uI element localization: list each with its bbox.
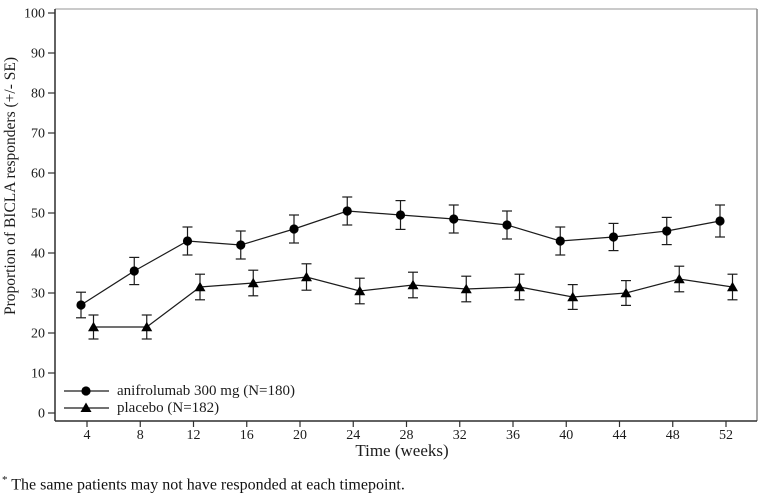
footnote-asterisk: * (2, 474, 8, 486)
data-point-circle (662, 226, 672, 236)
data-point-circle (76, 300, 86, 310)
data-point-triangle (88, 321, 99, 332)
data-point-triangle (514, 281, 525, 292)
legend-marker-circle-icon (64, 386, 109, 396)
x-tick-label: 8 (137, 428, 144, 443)
x-tick-label: 36 (506, 428, 520, 443)
x-tick-label: 20 (293, 428, 307, 443)
legend-item-anifrolumab: anifrolumab 300 mg (N=180) (63, 383, 295, 399)
y-tick-label: 30 (31, 287, 45, 302)
data-point-triangle (407, 279, 419, 290)
x-tick-label: 16 (240, 428, 254, 443)
x-tick-label: 52 (719, 428, 733, 443)
legend-item-placebo: placebo (N=182) (63, 400, 219, 416)
x-tick-label: 44 (613, 428, 627, 443)
data-point-circle (182, 236, 193, 246)
y-tick-label: 0 (38, 407, 45, 422)
y-tick-label: 60 (31, 167, 45, 182)
y-tick-label: 100 (24, 7, 45, 22)
x-tick-label: 40 (559, 428, 573, 443)
data-point-circle (395, 210, 406, 220)
data-point-triangle (247, 277, 259, 288)
legend-marker-triangle-icon (64, 402, 109, 412)
data-point-circle (236, 240, 246, 250)
data-point-triangle (354, 285, 366, 296)
x-tick-label: 48 (666, 428, 680, 443)
data-point-triangle (567, 291, 579, 302)
data-point-triangle (194, 281, 206, 292)
legend-label-anifrolumab: anifrolumab 300 mg (N=180) (117, 383, 296, 399)
x-tick-label: 28 (400, 428, 414, 443)
x-tick-label: 4 (84, 428, 91, 443)
data-point-circle (289, 224, 299, 234)
data-point-circle (449, 214, 459, 224)
y-axis-title: Proportion of BICLA responders (+/- SE) (2, 57, 19, 316)
data-point-circle (342, 206, 352, 216)
footnote: * The same patients may not have respond… (2, 474, 405, 494)
data-point-triangle (460, 283, 472, 294)
y-tick-label: 80 (31, 87, 45, 102)
data-point-triangle (727, 281, 738, 292)
x-tick-label: 12 (187, 428, 201, 443)
data-point-circle (715, 216, 725, 226)
footnote-text: The same patients may not have responded… (11, 476, 405, 494)
y-tick-label: 10 (31, 367, 45, 382)
x-tick-label: 32 (453, 428, 467, 443)
data-point-triangle (673, 273, 685, 284)
y-tick-label: 40 (31, 247, 45, 262)
data-point-circle (129, 266, 139, 276)
data-point-triangle (620, 287, 632, 298)
data-point-triangle (141, 321, 153, 332)
x-tick-label: 24 (346, 428, 360, 443)
y-tick-label: 70 (31, 127, 45, 142)
y-tick-label: 90 (31, 47, 45, 62)
legend-label-placebo: placebo (N=182) (117, 400, 220, 416)
x-axis-title: Time (weeks) (355, 441, 449, 460)
data-point-circle (608, 232, 619, 242)
y-tick-label: 20 (31, 327, 45, 342)
data-point-circle (502, 220, 512, 230)
data-point-circle (555, 236, 565, 246)
data-point-triangle (301, 271, 312, 282)
y-tick-label: 50 (31, 207, 45, 222)
